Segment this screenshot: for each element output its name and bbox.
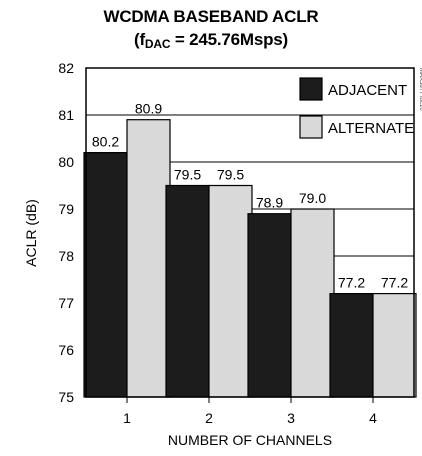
y-tick-label: 76: [58, 342, 74, 358]
chart-subtitle: (fDAC = 245.76Msps): [133, 30, 289, 51]
plot-frame: [85, 67, 415, 398]
y-tick-label: 82: [58, 60, 74, 76]
x-tick-label: 2: [205, 410, 213, 426]
chart-title: WCDMA BASEBAND ACLR: [103, 7, 319, 26]
bar: [165, 184, 210, 398]
x-tick-label: 3: [287, 410, 295, 426]
legend-label: ALTERNATE: [328, 120, 414, 137]
data-label: 78.9: [256, 195, 283, 211]
legend-swatch: [299, 77, 323, 101]
x-tick-label: 1: [123, 410, 131, 426]
y-tick-label: 75: [58, 389, 74, 405]
y-tick-label: 81: [58, 107, 74, 123]
bar: [126, 119, 171, 398]
y-axis-label: ACLR (dB): [23, 199, 39, 267]
data-label: 80.9: [135, 101, 162, 117]
bar: [290, 208, 335, 398]
x-tick-label: 4: [369, 410, 377, 426]
data-label: 79.5: [174, 167, 201, 183]
legend-swatch: [299, 115, 323, 139]
y-tick-label: 79: [58, 201, 74, 217]
bar: [372, 293, 417, 398]
y-tick-label: 78: [58, 248, 74, 264]
bar: [247, 213, 292, 398]
data-label: 77.2: [338, 275, 365, 291]
y-tick-label: 80: [58, 154, 74, 170]
legend-label: ADJACENT: [328, 82, 407, 99]
y-tick-label: 77: [58, 295, 74, 311]
x-axis-label: NUMBER OF CHANNELS: [168, 432, 332, 448]
data-label: 79.5: [217, 167, 244, 183]
data-label: 79.0: [299, 190, 326, 206]
bar: [83, 152, 128, 398]
watermark: MAX5877 toc10: [418, 68, 422, 111]
bar: [329, 293, 374, 398]
bar: [208, 184, 253, 398]
data-label: 77.2: [381, 275, 408, 291]
data-label: 80.2: [92, 134, 119, 150]
